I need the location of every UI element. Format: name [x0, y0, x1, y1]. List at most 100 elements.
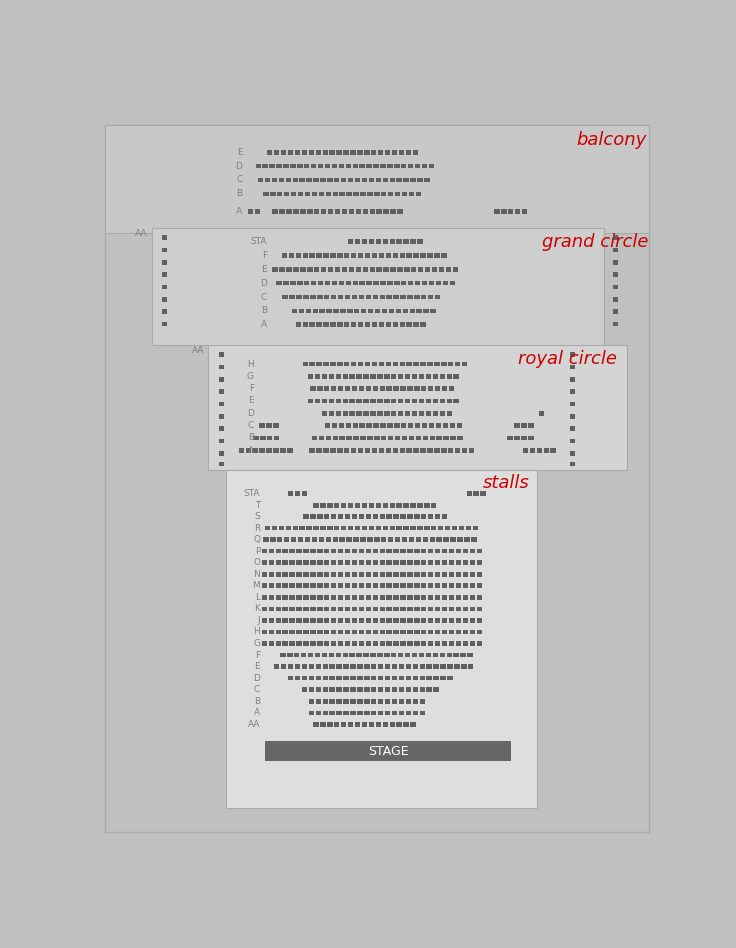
Text: AA: AA	[247, 720, 260, 729]
Bar	[375, 239, 381, 244]
Bar	[447, 665, 453, 669]
Bar	[383, 267, 389, 272]
Bar	[381, 191, 386, 196]
Bar	[162, 260, 167, 264]
Bar	[389, 503, 395, 508]
Bar	[442, 281, 448, 285]
Bar	[413, 150, 418, 155]
Bar	[372, 387, 378, 391]
Bar	[358, 514, 364, 519]
Bar	[399, 687, 404, 692]
Bar	[329, 399, 334, 403]
Bar	[406, 448, 412, 452]
Bar	[412, 653, 417, 657]
Bar	[304, 164, 309, 169]
Bar	[348, 722, 353, 727]
Text: C: C	[248, 421, 254, 430]
Bar	[414, 572, 420, 576]
Bar	[470, 641, 475, 646]
Bar	[323, 253, 329, 258]
Bar	[456, 572, 461, 576]
Bar	[570, 402, 575, 407]
Bar	[283, 641, 288, 646]
Bar	[303, 549, 308, 554]
Bar	[449, 641, 454, 646]
Bar	[377, 411, 383, 415]
Bar	[383, 526, 388, 530]
Bar	[473, 526, 478, 530]
Bar	[358, 549, 364, 554]
Bar	[439, 411, 445, 415]
Bar	[363, 210, 368, 214]
Bar	[310, 618, 316, 623]
Bar	[436, 436, 442, 440]
Bar	[412, 374, 417, 378]
Bar	[364, 399, 369, 403]
Bar	[317, 549, 322, 554]
Bar	[308, 399, 314, 403]
Bar	[219, 402, 224, 407]
Bar	[408, 191, 414, 196]
Bar	[105, 125, 649, 233]
Bar	[360, 191, 366, 196]
Bar	[470, 618, 475, 623]
Bar	[338, 583, 343, 588]
Bar	[379, 253, 384, 258]
Bar	[400, 253, 405, 258]
Bar	[433, 653, 438, 657]
Bar	[365, 322, 370, 327]
Bar	[350, 150, 355, 155]
Bar	[439, 374, 445, 378]
Bar	[274, 436, 280, 440]
Bar	[295, 665, 300, 669]
Bar	[280, 267, 285, 272]
Bar	[355, 526, 360, 530]
Bar	[386, 295, 392, 300]
Bar	[364, 665, 369, 669]
Text: D: D	[236, 161, 242, 171]
Bar	[289, 583, 295, 588]
Bar	[393, 618, 399, 623]
Bar	[325, 281, 330, 285]
Bar	[367, 164, 372, 169]
Bar	[507, 436, 513, 440]
Bar	[310, 387, 316, 391]
Bar	[400, 514, 406, 519]
Bar	[357, 710, 363, 715]
Bar	[399, 665, 404, 669]
Bar	[386, 595, 392, 600]
Bar	[414, 560, 420, 565]
Bar	[364, 687, 369, 692]
Bar	[297, 295, 302, 300]
Bar	[219, 462, 224, 466]
Bar	[380, 514, 385, 519]
Bar	[342, 267, 347, 272]
Bar	[470, 583, 475, 588]
Bar	[328, 210, 333, 214]
Bar	[376, 210, 382, 214]
Bar	[460, 653, 466, 657]
Bar	[613, 297, 618, 301]
Bar	[408, 436, 414, 440]
Bar	[320, 503, 325, 508]
Bar	[407, 560, 413, 565]
Bar	[528, 424, 534, 428]
Bar	[366, 295, 371, 300]
Bar	[570, 414, 575, 419]
Bar	[521, 436, 526, 440]
Bar	[327, 526, 333, 530]
Bar	[302, 665, 307, 669]
Bar	[322, 710, 328, 715]
Bar	[456, 424, 462, 428]
Bar	[379, 448, 384, 452]
Bar	[281, 150, 286, 155]
Bar	[388, 191, 393, 196]
Bar	[246, 448, 251, 452]
Bar	[364, 699, 369, 703]
Bar	[380, 560, 385, 565]
Bar	[311, 281, 316, 285]
Bar	[428, 618, 434, 623]
Bar	[316, 362, 322, 366]
Bar	[394, 424, 400, 428]
Bar	[357, 676, 363, 681]
